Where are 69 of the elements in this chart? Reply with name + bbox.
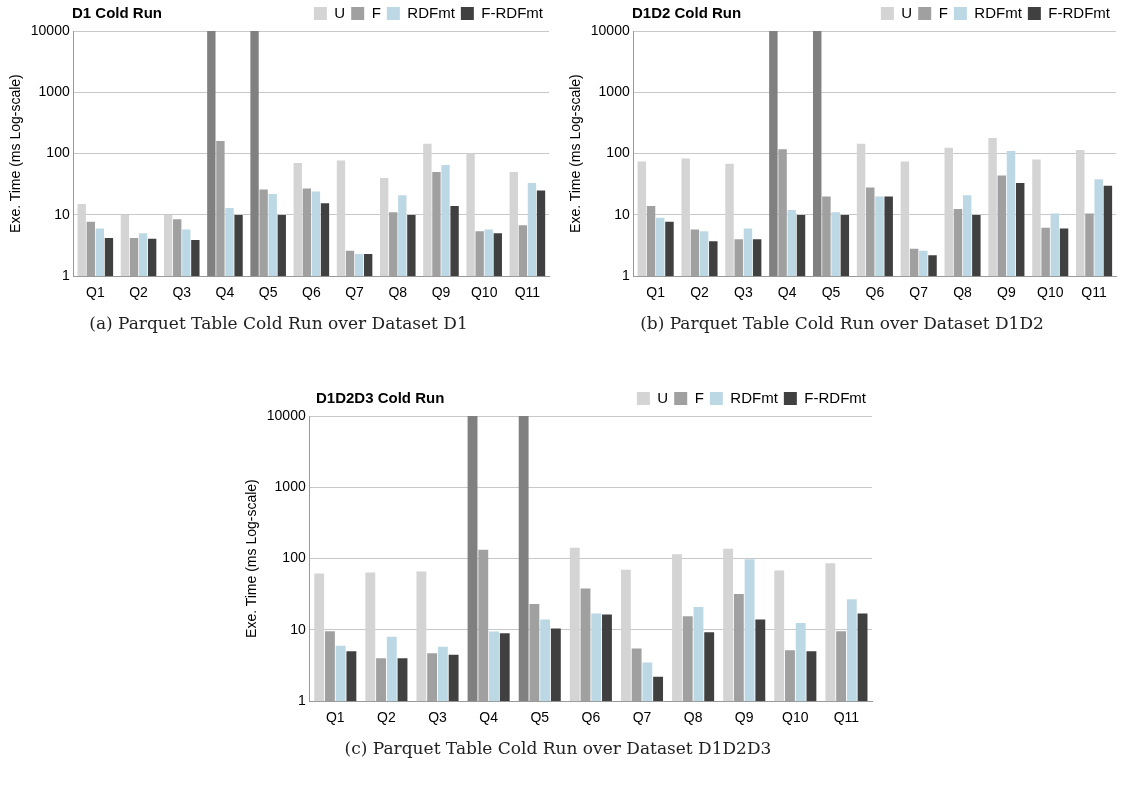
x-tick-label: Q1 (85, 284, 105, 301)
x-tick-label: Q6 (865, 284, 885, 301)
y-axis-title: Exe. Time (ms Log-scale) (7, 74, 24, 233)
text: (b) Parquet Table Cold Run over Dataset D1D2 (639, 313, 1045, 333)
legend-label: F-RDFmt (1048, 3, 1111, 21)
x-tick-label: Q7 (345, 284, 365, 301)
legend-label: RDFmt (407, 3, 456, 21)
y-tick-label: 100 (282, 549, 306, 566)
legend-label: F-RDFmt (481, 3, 544, 21)
legend-label: RDFmt (730, 388, 779, 406)
x-tick-label: Q9 (997, 284, 1016, 301)
x-tick-label: Q3 (733, 284, 753, 301)
x-tick-label: Q6 (581, 709, 601, 726)
y-axis-title: Exe. Time (ms Log-scale) (567, 74, 584, 233)
x-tick-label: Q8 (388, 284, 408, 301)
chart-title: D1D2 Cold Run (632, 4, 742, 21)
y-tick-label: 1 (621, 267, 630, 284)
chart-title: D1D2D3 Cold Run (316, 389, 445, 406)
y-tick-label: 1 (297, 692, 306, 709)
x-tick-label: Q1 (646, 284, 666, 301)
x-tick-label: Q2 (129, 284, 149, 301)
y-axis-title: Exe. Time (ms Log-scale) (243, 479, 260, 638)
x-tick-label: Q6 (302, 284, 321, 301)
x-tick-label: Q11 (514, 284, 541, 301)
x-tick-label: Q3 (172, 284, 192, 301)
x-tick-label: Q9 (431, 284, 451, 301)
x-tick-label: Q7 (909, 284, 929, 301)
y-tick-label: 10 (614, 205, 630, 222)
y-tick-label: 1000 (38, 83, 70, 100)
x-tick-label: Q4 (479, 709, 499, 726)
x-tick-label: Q9 (734, 709, 754, 726)
x-tick-label: Q7 (632, 709, 652, 726)
x-tick-label: Q10 (470, 284, 498, 301)
x-tick-label: Q11 (833, 709, 860, 726)
y-tick-label: 100 (606, 144, 630, 161)
legend-label: RDFmt (974, 3, 1023, 21)
y-tick-label: 10000 (266, 406, 306, 423)
x-tick-label: Q4 (777, 284, 797, 301)
legend-label: F (694, 388, 704, 406)
x-tick-label: Q10 (1037, 284, 1064, 301)
x-tick-label: Q3 (428, 709, 448, 726)
x-tick-label: Q8 (683, 709, 703, 726)
y-tick-label: 1000 (598, 83, 630, 100)
y-tick-label: 10 (54, 205, 70, 222)
text: (a) Parquet Table Cold Run over Dataset D1 (88, 313, 469, 333)
legend-label: F (371, 3, 381, 21)
legend-label: F (938, 3, 948, 21)
x-tick-label: Q11 (1081, 284, 1107, 301)
x-tick-label: Q2 (377, 709, 396, 726)
x-tick-label: Q1 (325, 709, 345, 726)
x-tick-label: Q5 (821, 284, 841, 301)
x-tick-label: Q5 (258, 284, 278, 301)
y-tick-label: 10000 (30, 21, 70, 38)
chart-title: D1 Cold Run (72, 4, 162, 21)
y-tick-label: 10 (290, 620, 306, 637)
legend-label: F-RDFmt (804, 388, 867, 406)
x-tick-label: Q10 (782, 709, 809, 726)
y-tick-label: 1000 (274, 478, 306, 495)
x-tick-label: Q5 (530, 709, 550, 726)
x-tick-label: Q4 (215, 284, 235, 301)
legend-label: U (657, 388, 669, 406)
y-tick-label: 1 (61, 267, 70, 284)
x-tick-label: Q2 (690, 284, 710, 301)
legend-label: U (901, 3, 913, 21)
legend-label: U (334, 3, 346, 21)
x-tick-label: Q8 (953, 284, 973, 301)
text: (c) Parquet Table Cold Run over Dataset D1D2D3 (343, 738, 773, 758)
y-tick-label: 10000 (590, 21, 630, 38)
y-tick-label: 100 (46, 144, 70, 161)
